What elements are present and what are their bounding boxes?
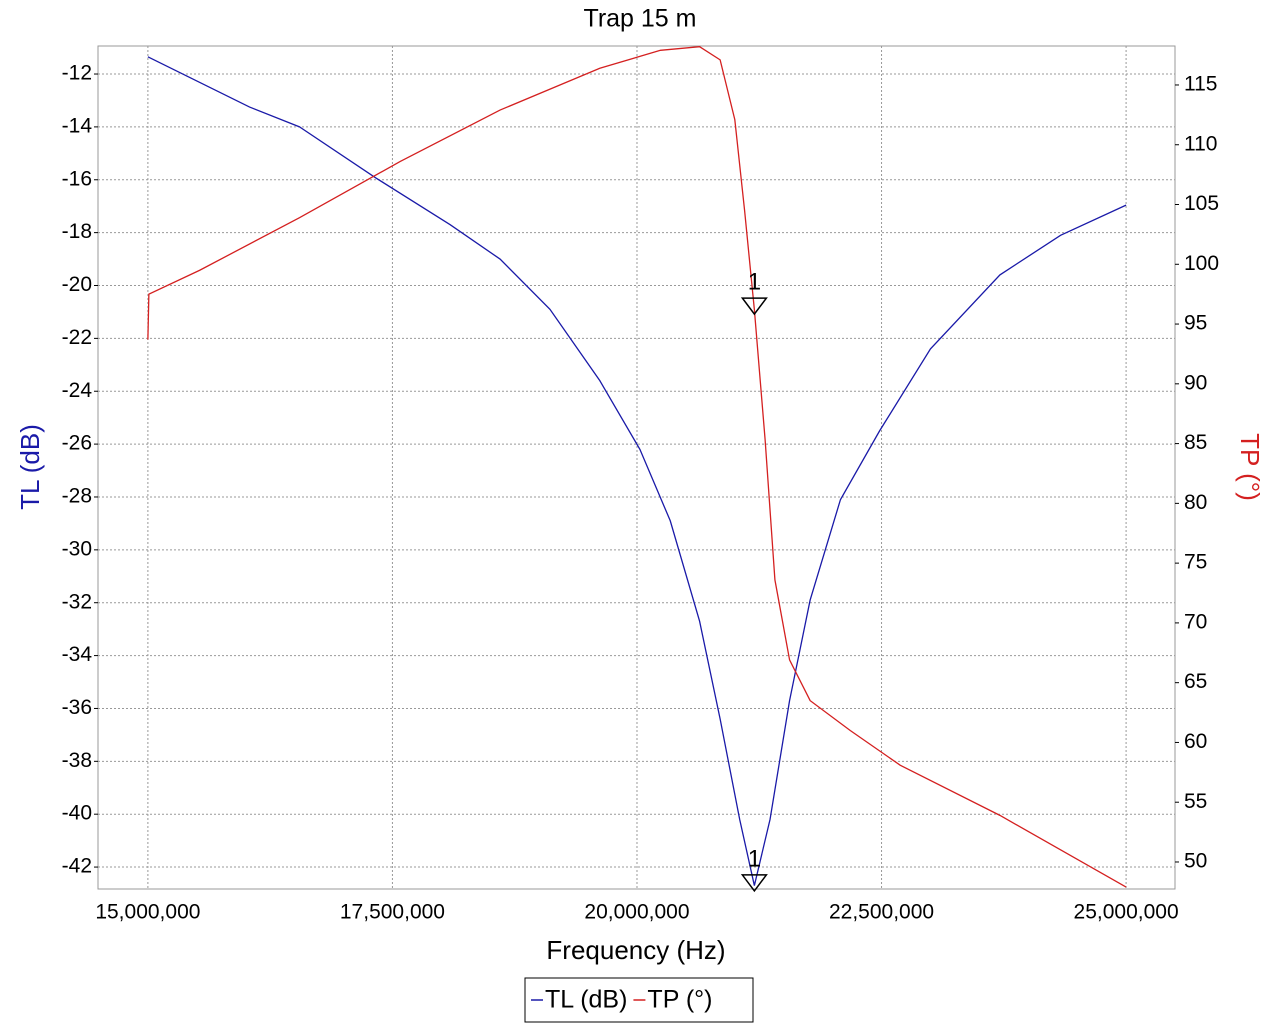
- y-axis-label: TL (dB): [15, 424, 45, 510]
- y-tick-label: -24: [62, 379, 93, 402]
- y2-tick-label: 80: [1184, 491, 1207, 514]
- x-tick-label: 17,500,000: [340, 901, 445, 924]
- marker: [740, 874, 768, 893]
- legend-label: TP (°): [647, 986, 712, 1014]
- y-tick-label: -28: [62, 485, 92, 508]
- y-tick-label: -20: [62, 273, 92, 296]
- y-tick-label: -18: [62, 220, 92, 243]
- y-tick-label: -42: [62, 855, 92, 878]
- x-axis-label: Frequency (Hz): [546, 935, 725, 965]
- y2-tick-label: 85: [1184, 431, 1207, 454]
- y2-tick-label: 70: [1184, 610, 1207, 633]
- legend-label: TL (dB): [545, 986, 627, 1014]
- y2-tick-label: 65: [1184, 670, 1207, 693]
- y-tick-label: -34: [62, 643, 93, 666]
- y2-tick-label: 100: [1184, 252, 1219, 275]
- y-tick-label: -36: [62, 696, 92, 719]
- x-tick-label: 25,000,000: [1074, 901, 1179, 924]
- data-line: [147, 56, 1127, 886]
- data-line: [147, 46, 1127, 888]
- y2-tick-label: 60: [1184, 730, 1207, 753]
- y-tick-label: -22: [62, 326, 92, 349]
- y2-tick-label: 75: [1184, 551, 1207, 574]
- y2-tick-label: 55: [1184, 790, 1207, 813]
- x-tick-label: 15,000,000: [95, 901, 200, 924]
- chart-title: Trap 15 m: [583, 5, 696, 33]
- marker-label: 1: [748, 268, 761, 295]
- y-tick-label: -14: [62, 114, 93, 137]
- y-tick-label: -38: [62, 749, 92, 772]
- marker-label: 1: [748, 845, 761, 872]
- y2-tick-label: 115: [1184, 73, 1217, 96]
- y2-tick-label: 105: [1184, 192, 1219, 215]
- y-tick-label: -16: [62, 167, 92, 190]
- marker: [740, 297, 768, 316]
- y2-tick-label: 95: [1184, 312, 1207, 335]
- y2-tick-label: 50: [1184, 850, 1207, 873]
- x-tick-label: 20,000,000: [584, 901, 689, 924]
- y-tick-label: -40: [62, 802, 92, 825]
- x-tick-label: 22,500,000: [829, 901, 934, 924]
- y2-axis-label: TP (°): [1235, 433, 1265, 501]
- y-tick-label: -30: [62, 537, 92, 560]
- y-tick-label: -32: [62, 590, 92, 613]
- y2-tick-label: 110: [1184, 132, 1217, 155]
- y2-tick-label: 90: [1184, 371, 1207, 394]
- y-tick-label: -26: [62, 432, 92, 455]
- y-tick-label: -12: [62, 62, 92, 85]
